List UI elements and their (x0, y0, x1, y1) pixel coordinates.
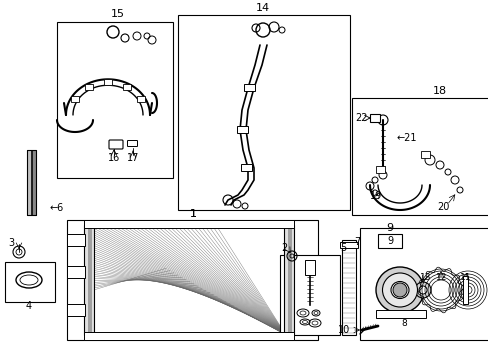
Bar (241, 164, 251, 171)
Bar (27, 150, 36, 215)
Circle shape (392, 283, 406, 297)
Bar (305, 260, 314, 275)
Bar (67, 266, 85, 278)
Bar (137, 96, 145, 102)
Bar (32, 150, 36, 215)
Text: 10: 10 (337, 325, 349, 335)
Text: 1: 1 (189, 209, 196, 219)
Bar (88, 225, 285, 335)
Text: 15: 15 (111, 9, 125, 19)
Text: 11: 11 (459, 274, 471, 283)
Text: 3: 3 (8, 238, 14, 248)
Bar (375, 166, 384, 173)
Text: 13: 13 (419, 274, 431, 283)
Bar (375, 310, 425, 318)
Ellipse shape (390, 282, 408, 298)
Text: 19: 19 (369, 191, 381, 201)
Bar (27, 150, 31, 215)
FancyBboxPatch shape (109, 140, 123, 149)
Bar (280, 255, 339, 335)
Text: 9: 9 (386, 223, 393, 233)
Bar (339, 242, 357, 248)
Bar (359, 228, 488, 340)
Bar (244, 84, 254, 91)
Text: ←6: ←6 (50, 203, 64, 213)
Bar (67, 220, 317, 340)
Bar (84, 225, 94, 335)
Bar (84, 332, 293, 340)
Bar (284, 225, 293, 335)
Text: 8: 8 (400, 319, 406, 328)
Text: 16: 16 (108, 153, 120, 163)
Bar (237, 126, 247, 133)
Text: 12: 12 (435, 274, 447, 283)
Text: 7: 7 (353, 237, 359, 247)
Bar (287, 225, 291, 335)
Text: 5: 5 (339, 243, 346, 253)
Bar (377, 234, 401, 248)
Bar (84, 220, 293, 228)
Bar (5, 262, 55, 302)
Bar (67, 234, 85, 246)
Text: 17: 17 (126, 153, 139, 163)
Bar (57, 22, 173, 178)
Text: 20: 20 (436, 202, 448, 212)
Text: 18: 18 (432, 86, 446, 96)
Text: 9: 9 (386, 236, 392, 246)
Text: 1: 1 (189, 209, 196, 219)
Text: 4: 4 (26, 301, 32, 311)
Bar (67, 304, 85, 316)
Text: 14: 14 (255, 3, 269, 13)
Bar (88, 225, 92, 335)
Bar (420, 151, 429, 158)
Bar (351, 98, 488, 215)
Text: 2: 2 (280, 243, 286, 253)
Bar (462, 276, 467, 304)
Ellipse shape (414, 282, 430, 298)
Bar (104, 79, 112, 85)
Ellipse shape (382, 273, 417, 307)
Bar (70, 96, 79, 102)
Ellipse shape (375, 267, 423, 313)
Ellipse shape (418, 286, 426, 294)
Bar (123, 84, 131, 90)
Bar (369, 114, 379, 122)
FancyBboxPatch shape (127, 140, 137, 147)
Text: 22: 22 (355, 113, 367, 123)
Bar (84, 84, 93, 90)
Bar (341, 240, 355, 335)
Text: ←21: ←21 (396, 133, 417, 143)
Bar (178, 15, 349, 210)
